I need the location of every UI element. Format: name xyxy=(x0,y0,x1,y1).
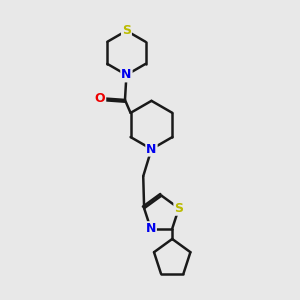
Text: N: N xyxy=(146,142,157,156)
Text: O: O xyxy=(94,92,105,105)
Text: N: N xyxy=(146,222,156,235)
Text: N: N xyxy=(121,68,132,81)
Text: S: S xyxy=(122,24,131,37)
Text: S: S xyxy=(174,202,183,215)
